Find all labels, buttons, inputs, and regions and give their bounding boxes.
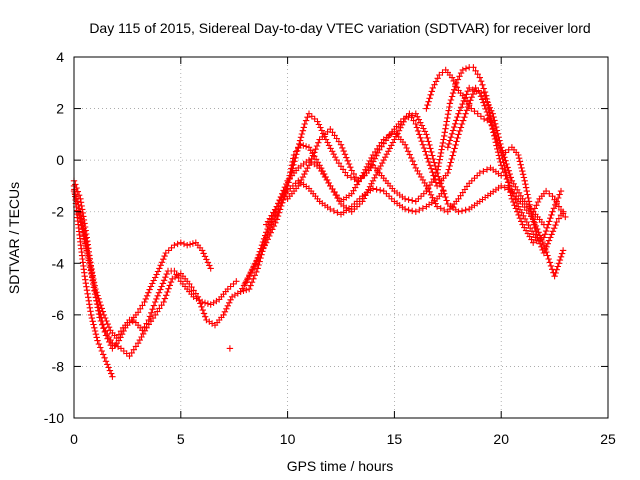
data-point-markers (241, 128, 505, 288)
y-tick-label: -8 (52, 358, 65, 374)
data-point-markers (502, 144, 567, 257)
x-tick-label: 0 (70, 431, 78, 447)
x-tick-label: 5 (177, 431, 185, 447)
x-tick-label: 20 (493, 431, 509, 447)
x-tick-label: 15 (387, 431, 403, 447)
plot-frame (73, 56, 609, 419)
series-track-2 (70, 177, 214, 352)
x-tick-label: 25 (600, 431, 616, 447)
chart-title: Day 115 of 2015, Sidereal Day-to-day VTE… (89, 20, 590, 36)
y-tick-label: -10 (44, 410, 64, 426)
data-point-markers (530, 187, 569, 221)
series-track-11 (502, 144, 567, 257)
data-point-markers (70, 177, 214, 352)
data-point-markers (226, 345, 234, 352)
y-tick-label: 2 (56, 101, 64, 117)
y-tick-label: 0 (56, 152, 64, 168)
data-series (70, 64, 569, 380)
data-point-markers (75, 177, 447, 360)
series-track-5 (237, 110, 567, 295)
y-tick-label: 4 (56, 49, 64, 65)
y-tick-label: -4 (52, 255, 65, 271)
series-track-12 (530, 187, 569, 221)
series-track-6 (241, 128, 505, 288)
grid-lines (74, 57, 608, 418)
series-track-4 (75, 177, 447, 360)
y-tick-label: -6 (52, 307, 65, 323)
data-point-markers (423, 66, 494, 125)
y-tick-label: -2 (52, 204, 65, 220)
series-track-9 (423, 66, 494, 125)
y-axis-label: SDTVAR / TECUs (6, 182, 22, 294)
data-point-markers (444, 84, 565, 246)
data-point-markers (237, 110, 567, 295)
x-tick-label: 10 (280, 431, 296, 447)
series-outlier (226, 345, 234, 352)
series-track-10 (444, 84, 565, 246)
x-axis-label: GPS time / hours (287, 458, 394, 474)
axis-ticks: 0 5 10 15 20 25 -10 -8 -6 -4 -2 0 2 4 (44, 49, 616, 447)
